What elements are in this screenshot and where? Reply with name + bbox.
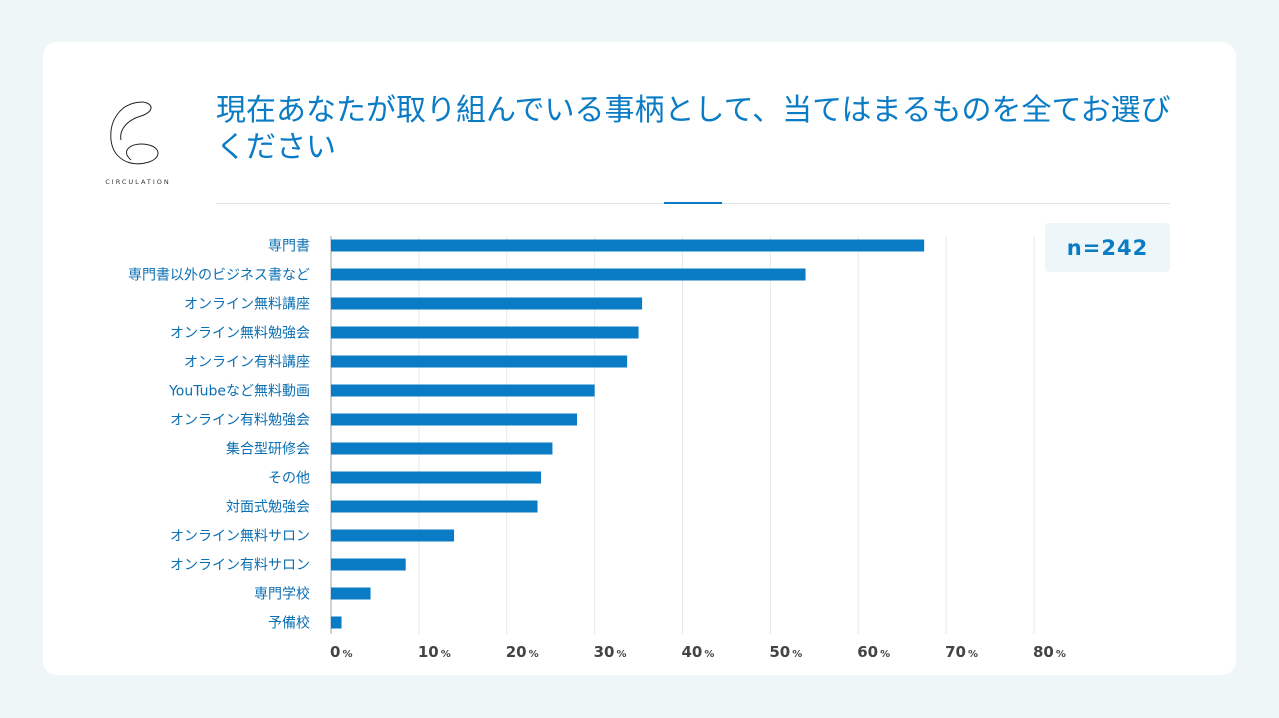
x-tick-suffix: % xyxy=(968,649,978,660)
category-label: YouTubeなど無料動画 xyxy=(168,384,310,400)
x-tick-value: 50 xyxy=(769,643,790,661)
category-label: オンライン無料勉強会 xyxy=(170,326,310,342)
x-tick-suffix: % xyxy=(1056,649,1066,660)
x-tick-value: 30 xyxy=(594,643,615,661)
page-title: 現在あなたが取り組んでいる事柄として、当てはまるものを全てお選びください xyxy=(216,93,1171,165)
circulation-logo: CIRCULATION xyxy=(103,98,173,190)
bar xyxy=(331,384,595,397)
x-tick-label: 40% xyxy=(682,643,715,661)
bar xyxy=(331,529,455,542)
sample-size-badge: n=242 xyxy=(1045,223,1170,272)
logo-mark-icon xyxy=(110,101,159,165)
bar xyxy=(331,239,925,252)
category-label: 専門学校 xyxy=(254,586,310,603)
bar xyxy=(331,616,342,629)
x-tick-suffix: % xyxy=(704,649,714,660)
x-tick-label: 80% xyxy=(1033,643,1066,661)
bar xyxy=(331,268,806,281)
x-tick-label: 50% xyxy=(769,643,802,661)
bar xyxy=(331,326,639,339)
chart-card xyxy=(43,42,1236,675)
x-tick-label: 10% xyxy=(418,643,451,661)
category-label: その他 xyxy=(268,471,310,487)
category-label: オンライン無料サロン xyxy=(170,529,310,545)
bar xyxy=(331,297,643,310)
category-label: 専門書以外のビジネス書など xyxy=(128,268,310,284)
category-label: 対面式勉強会 xyxy=(226,500,310,516)
x-tick-value: 20 xyxy=(506,643,527,661)
x-tick-label: 30% xyxy=(594,643,627,661)
x-tick-value: 80 xyxy=(1033,643,1054,661)
x-tick-label: 60% xyxy=(857,643,890,661)
x-tick-label: 20% xyxy=(506,643,539,661)
bar xyxy=(331,413,578,426)
bar xyxy=(331,587,371,600)
x-tick-value: 60 xyxy=(857,643,878,661)
category-label: オンライン有料講座 xyxy=(184,355,310,371)
brand-name: CIRCULATION xyxy=(105,178,171,186)
x-tick-suffix: % xyxy=(441,649,451,660)
category-label: 専門書 xyxy=(268,239,310,255)
x-tick-label: 70% xyxy=(945,643,978,661)
category-label: 予備校 xyxy=(268,615,310,632)
x-tick-suffix: % xyxy=(617,649,627,660)
x-tick-suffix: % xyxy=(529,649,539,660)
x-tick-value: 10 xyxy=(418,643,439,661)
x-tick-value: 70 xyxy=(945,643,966,661)
category-label: 集合型研修会 xyxy=(226,441,310,458)
x-tick-label: 0% xyxy=(330,643,352,661)
bar xyxy=(331,442,553,455)
title-divider-accent xyxy=(664,202,722,204)
category-label: オンライン無料講座 xyxy=(184,297,310,313)
x-tick-value: 0 xyxy=(330,643,340,661)
category-label: オンライン有料サロン xyxy=(170,558,310,574)
x-tick-suffix: % xyxy=(880,649,890,660)
bar xyxy=(331,355,628,368)
bar xyxy=(331,500,538,513)
bar xyxy=(331,471,542,484)
bar xyxy=(331,558,406,571)
x-tick-value: 40 xyxy=(682,643,703,661)
category-label: オンライン有料勉強会 xyxy=(170,413,310,429)
x-tick-suffix: % xyxy=(792,649,802,660)
x-tick-suffix: % xyxy=(342,649,352,660)
